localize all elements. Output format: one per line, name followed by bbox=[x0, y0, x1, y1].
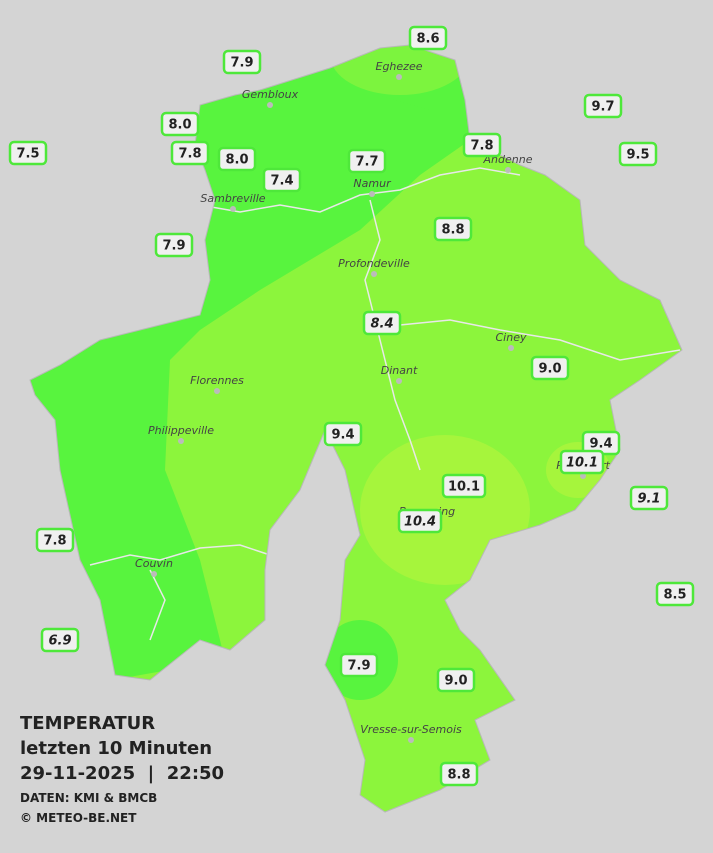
city-label: Eghezee bbox=[376, 60, 423, 73]
station-value: 8.4 bbox=[370, 317, 393, 332]
station-box bbox=[462, 132, 502, 158]
station-box bbox=[222, 49, 262, 75]
station-value: 10.1 bbox=[566, 456, 598, 471]
station-box bbox=[160, 111, 200, 137]
station-box bbox=[170, 140, 210, 166]
station-value: 8.8 bbox=[447, 768, 470, 783]
station-box bbox=[559, 449, 605, 475]
city-dot bbox=[371, 271, 377, 277]
station-value: 7.8 bbox=[178, 147, 201, 162]
station-box bbox=[583, 93, 623, 119]
city-dot bbox=[408, 737, 414, 743]
station-box bbox=[323, 421, 363, 447]
station-value: 9.0 bbox=[444, 674, 467, 689]
station-box bbox=[629, 485, 669, 511]
station-value: 8.0 bbox=[168, 118, 191, 133]
city-label: Namur bbox=[353, 177, 392, 190]
station-value: 10.1 bbox=[448, 480, 480, 495]
city-label: Vresse-sur-Semois bbox=[360, 723, 462, 736]
station-box bbox=[362, 310, 402, 336]
station-value: 9.0 bbox=[538, 362, 561, 377]
station-value: 7.8 bbox=[43, 534, 66, 549]
station-box bbox=[439, 761, 479, 787]
station-box bbox=[530, 355, 570, 381]
station-value: 9.4 bbox=[589, 437, 612, 452]
city-dot bbox=[178, 438, 184, 444]
station-box bbox=[339, 652, 379, 678]
legend-datetime: 29-11-2025 | 22:50 bbox=[20, 763, 225, 784]
station-box bbox=[35, 527, 75, 553]
legend-period: letzten 10 Minuten bbox=[20, 738, 213, 759]
station-value: 7.9 bbox=[162, 239, 185, 254]
city-label: Sambreville bbox=[200, 192, 265, 205]
city-dot bbox=[369, 191, 375, 197]
city-dot bbox=[214, 388, 220, 394]
station-value: 7.5 bbox=[16, 147, 39, 162]
city-label: Gembloux bbox=[242, 88, 299, 101]
city-dot bbox=[151, 571, 157, 577]
city-dot bbox=[505, 167, 511, 173]
legend-title: TEMPERATUR bbox=[20, 713, 156, 734]
station-value: 7.8 bbox=[470, 139, 493, 154]
station-box bbox=[40, 627, 80, 653]
station-value: 8.5 bbox=[663, 588, 686, 603]
station-value: 8.0 bbox=[225, 153, 248, 168]
station-value: 7.7 bbox=[355, 155, 378, 170]
station-box bbox=[433, 216, 473, 242]
station-box bbox=[618, 141, 658, 167]
station-value: 8.6 bbox=[416, 32, 439, 47]
legend-source: DATEN: KMI & BMCB bbox=[20, 791, 158, 805]
station-box bbox=[441, 473, 487, 499]
station-box bbox=[347, 148, 387, 174]
station-value: 9.7 bbox=[591, 100, 614, 115]
station-box bbox=[436, 667, 476, 693]
station-box bbox=[262, 167, 302, 193]
legend-copyright: © METEO-BE.NET bbox=[20, 811, 137, 825]
station-value: 9.1 bbox=[637, 492, 660, 507]
station-box bbox=[8, 140, 48, 166]
station-value: 7.9 bbox=[347, 659, 370, 674]
city-dot bbox=[230, 206, 236, 212]
city-label: Ciney bbox=[496, 331, 527, 344]
station-value: 8.8 bbox=[441, 223, 464, 238]
city-dot bbox=[396, 378, 402, 384]
city-dot bbox=[508, 345, 514, 351]
station-value: 7.9 bbox=[230, 56, 253, 71]
station-value: 10.4 bbox=[404, 515, 436, 530]
city-dot bbox=[580, 473, 586, 479]
station-value: 7.4 bbox=[270, 174, 293, 189]
city-label: Florennes bbox=[190, 374, 244, 387]
city-label: Profondeville bbox=[338, 257, 410, 270]
station-value: 6.9 bbox=[48, 634, 71, 649]
station-box bbox=[217, 146, 257, 172]
station-value: 9.5 bbox=[626, 148, 649, 163]
station-box bbox=[655, 581, 695, 607]
city-dot bbox=[396, 74, 402, 80]
city-label: Dinant bbox=[381, 364, 418, 377]
station-value: 9.4 bbox=[331, 428, 354, 443]
station-box bbox=[408, 25, 448, 51]
city-label: Couvin bbox=[135, 557, 173, 570]
city-dot bbox=[267, 102, 273, 108]
station-box bbox=[397, 508, 443, 534]
city-label: Philippeville bbox=[148, 424, 214, 437]
station-box bbox=[154, 232, 194, 258]
